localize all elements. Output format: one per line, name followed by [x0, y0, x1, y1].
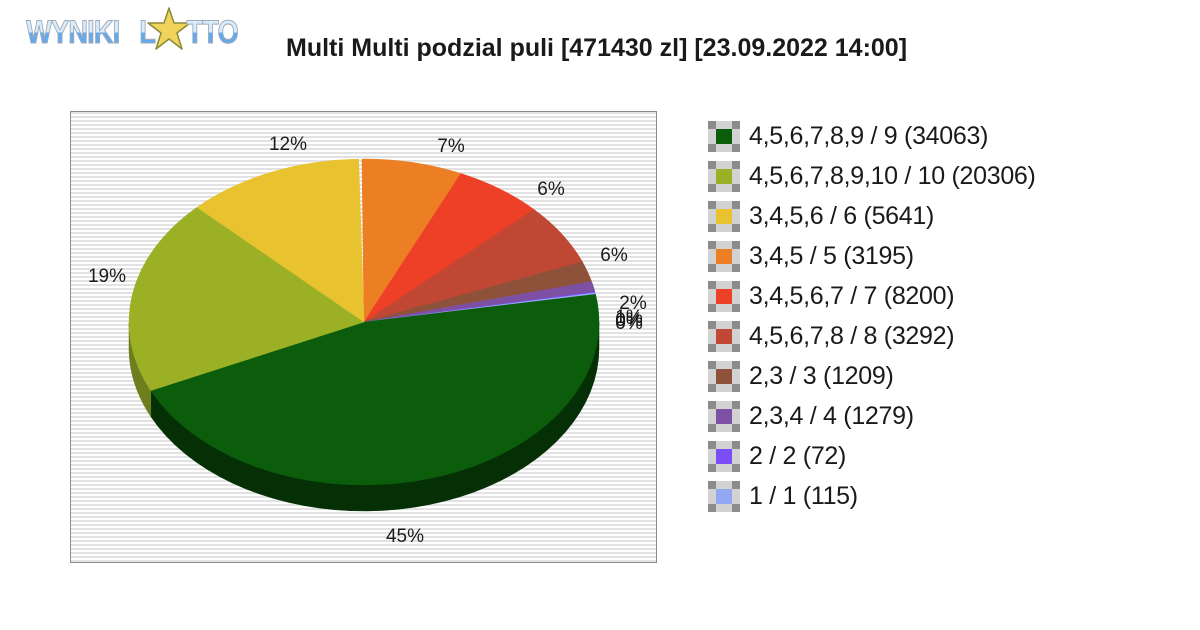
svg-text:7%: 7%: [437, 136, 465, 157]
svg-text:6%: 6%: [537, 179, 565, 200]
svg-text:45%: 45%: [386, 526, 424, 547]
svg-text:6%: 6%: [600, 245, 628, 266]
svg-text:12%: 12%: [269, 134, 307, 155]
svg-text:19%: 19%: [88, 266, 126, 287]
svg-text:0%: 0%: [615, 313, 643, 334]
